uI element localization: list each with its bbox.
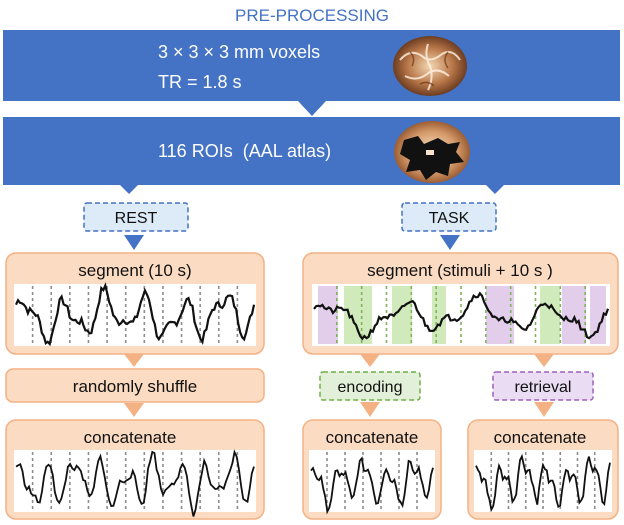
header-title: PRE-PROCESSING (235, 6, 389, 25)
rest-timeseries (14, 282, 256, 347)
retrieval-concat-timeseries (475, 453, 611, 513)
condition-band (432, 286, 446, 344)
condition-band (540, 286, 560, 344)
arrow-rest-to-segment (124, 235, 144, 250)
rest-segment-label: segment (10 s) (78, 261, 191, 280)
condition-band (486, 286, 514, 344)
retrieval-box (492, 371, 594, 401)
arrow-shuffle-to-concat (124, 403, 144, 417)
rest-concat-timeseries (15, 449, 255, 517)
rest-concat-label: concatenate (84, 428, 177, 447)
arrow-preproc-to-roi (298, 101, 326, 116)
arrow-task-to-segment (440, 235, 460, 250)
condition-band (590, 286, 606, 344)
encoding-box (319, 371, 421, 401)
task-branch-box (401, 202, 497, 232)
retrieval-label: retrieval (515, 379, 572, 396)
arrow-task-to-retrieval (534, 354, 554, 367)
voxel-size-label: 3 × 3 × 3 mm voxels (158, 42, 320, 62)
arrow-retrieval-to-concat (534, 402, 554, 417)
arrow-rest-to-shuffle (124, 354, 144, 367)
voxel-box (3, 30, 620, 101)
arrow-roi-right (486, 185, 504, 194)
task-timeseries (313, 291, 610, 341)
arrow-roi-left (120, 185, 138, 194)
roi-label: 116 ROIs (AAL atlas) (158, 141, 331, 161)
condition-band (392, 286, 412, 344)
brain-atlas-image (394, 121, 470, 183)
retrieval-concat-label: concatenate (494, 428, 587, 447)
encoding-concat-label: concatenate (326, 428, 419, 447)
task-branch-label: TASK (429, 210, 470, 227)
task-segment-label: segment (stimuli + 10 s ) (367, 261, 553, 280)
condition-band (318, 286, 338, 344)
rest-signal-panel (14, 284, 256, 346)
roi-box (3, 117, 620, 185)
task-condition-bands (318, 286, 606, 344)
shuffle-box (5, 368, 265, 403)
shuffle-label: randomly shuffle (73, 377, 197, 396)
tr-label: TR = 1.8 s (158, 72, 242, 92)
brain-slice-image (393, 36, 467, 96)
rest-branch-box (83, 202, 189, 232)
rest-branch-label: REST (115, 210, 158, 227)
encoding-label: encoding (338, 379, 403, 396)
condition-band (562, 286, 586, 344)
arrow-encoding-to-concat (360, 402, 380, 417)
arrow-task-to-encoding (360, 354, 380, 367)
encoding-concat-timeseries (310, 456, 434, 515)
